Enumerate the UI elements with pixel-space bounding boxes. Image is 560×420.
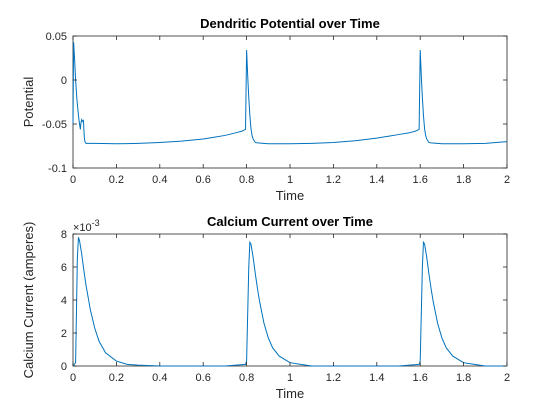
x-tick-label: 0.4: [152, 174, 167, 186]
x-tick-label: 2: [504, 174, 510, 186]
y-axis-exponent: ×10-3: [73, 218, 100, 234]
y-tick-label: -0.1: [48, 163, 67, 175]
y-tick-label: 0: [61, 361, 67, 373]
y-tick-label: 6: [61, 262, 67, 274]
x-tick-label: 1: [287, 372, 293, 384]
x-tick-label: 1.4: [369, 174, 384, 186]
x-tick-label: 0.8: [239, 372, 254, 384]
x-tick-label: 1: [287, 174, 293, 186]
y-tick-label: 2: [61, 328, 67, 340]
y-tick-label: 8: [61, 229, 67, 241]
x-tick-label: 1.4: [369, 372, 384, 384]
x-tick-label: 2: [504, 372, 510, 384]
y-tick-label: 0.05: [46, 31, 67, 43]
x-axis-label: Time: [276, 188, 304, 203]
plot-area: [72, 35, 508, 169]
x-tick-label: 0: [70, 372, 76, 384]
x-tick-label: 0.2: [109, 372, 124, 384]
x-tick-label: 0.2: [109, 174, 124, 186]
chart-title: Dendritic Potential over Time: [200, 16, 380, 31]
x-tick-label: 1.8: [456, 174, 471, 186]
x-axis-label: Time: [276, 386, 304, 401]
x-tick-label: 0: [70, 174, 76, 186]
chart-2: 0 0.2 0.4 0.6 0.8 1 1.2 1.4 1.6 1.8 2 0 2 4 6 8 Calcium …: [21, 214, 510, 401]
y-axis-label: Potential: [21, 77, 36, 128]
x-tick-label: 1.8: [456, 372, 471, 384]
chart-1: 0 0.2 0.4 0.6 0.8 1 1.2 1.4 1.6 1.8 2 -0.1 -0.05 0 0.0…: [21, 16, 510, 203]
x-tick-label: 1.2: [326, 372, 341, 384]
x-tick-label: 0.4: [152, 372, 167, 384]
x-tick-label: 1.2: [326, 174, 341, 186]
y-tick-label: 0: [61, 75, 67, 87]
y-tick-label: -0.05: [42, 119, 67, 131]
x-tick-label: 0.6: [196, 174, 211, 186]
data-line: [72, 237, 507, 367]
y-tick-label: 4: [61, 295, 67, 307]
plot-area: [72, 233, 508, 367]
data-line: [72, 42, 508, 145]
x-tick-label: 1.6: [413, 174, 428, 186]
chart-title: Calcium Current over Time: [207, 214, 373, 229]
x-tick-label: 0.8: [239, 174, 254, 186]
x-tick-label: 0.6: [196, 372, 211, 384]
y-axis-label: Calcium Current (amperes): [21, 222, 36, 379]
x-tick-label: 1.6: [413, 372, 428, 384]
